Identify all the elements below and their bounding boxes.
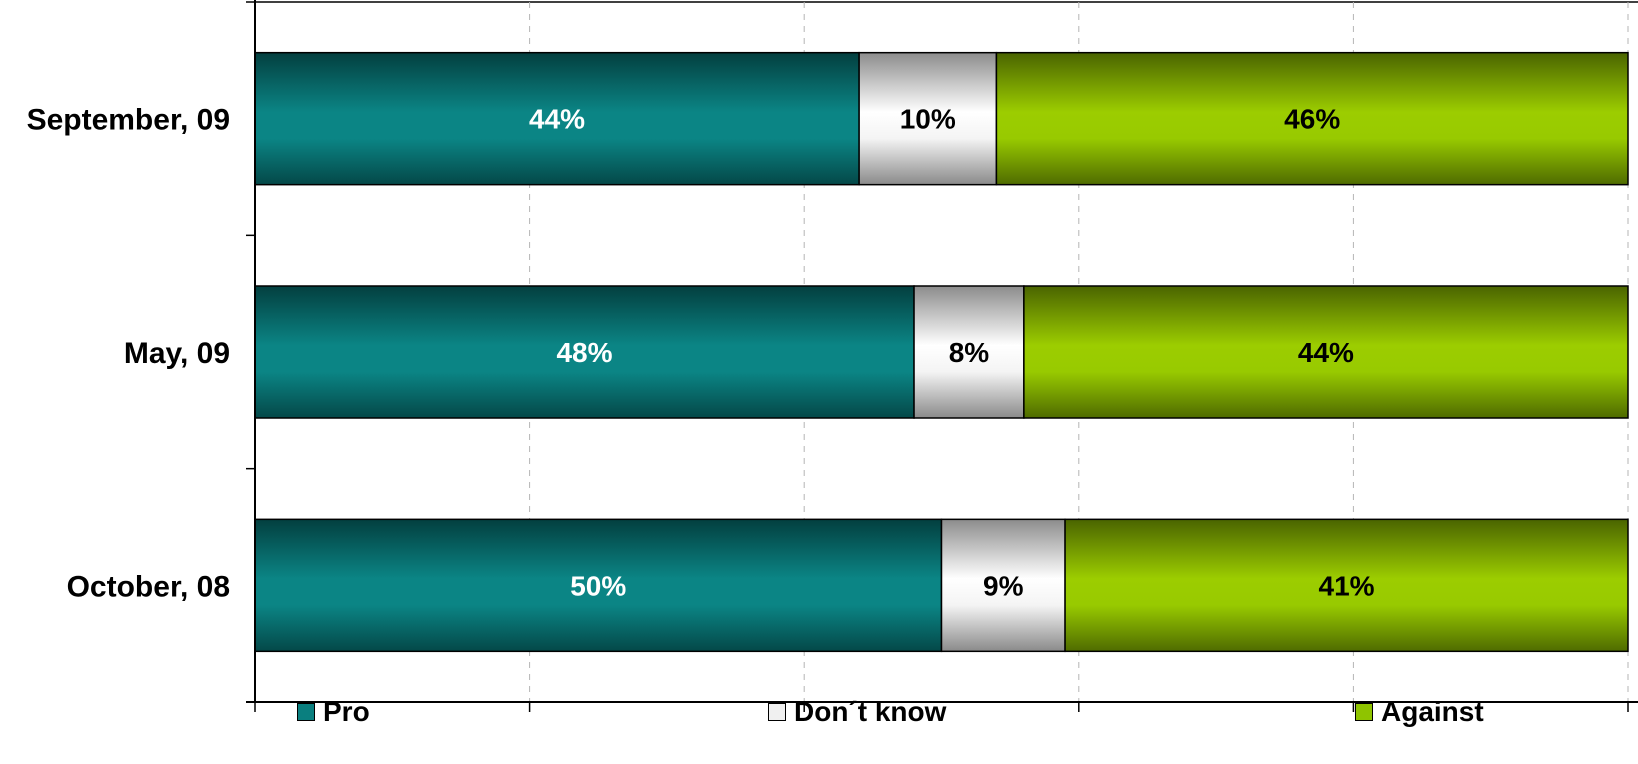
bar-against-may-09: [1023, 285, 1629, 419]
legend-item-dont-know: Don´t know: [768, 696, 946, 728]
data-label-against-september-09: 46%: [1284, 104, 1340, 135]
category-label-may-09: May, 09: [124, 337, 230, 370]
data-label-don-t-know-may-09: 8%: [949, 337, 990, 368]
category-label-october-08: October, 08: [67, 570, 230, 603]
bar-don-t-know-may-09: [913, 285, 1025, 419]
bar-pro-may-09: [254, 285, 915, 419]
axes: [246, 0, 1638, 703]
bars: 44% 10% 46% 48% 8% 44% 50% 9% 41%: [254, 51, 1629, 653]
bar-against-october-08: [1064, 518, 1629, 653]
data-label-don-t-know-september-09: 10%: [900, 104, 956, 135]
bar-pro-september-09: [254, 51, 860, 186]
legend-item-against: Against: [1355, 696, 1484, 728]
category-label-september-09: September, 09: [27, 104, 230, 137]
category-labels: September, 09 May, 09 October, 08: [27, 104, 230, 604]
data-label-against-may-09: 44%: [1298, 337, 1354, 368]
legend-swatch-pro: [297, 703, 315, 721]
data-label-pro-may-09: 48%: [556, 337, 612, 368]
legend-label-pro: Pro: [323, 696, 370, 727]
tick-marks: [246, 1, 1629, 712]
legend-label-against: Against: [1381, 696, 1484, 727]
legend-label-dont-know: Don´t know: [794, 696, 947, 727]
bar-pro-october-08: [254, 518, 943, 653]
legend-swatch-dont-know: [768, 703, 786, 721]
data-label-against-october-08: 41%: [1319, 570, 1375, 601]
data-label-pro-october-08: 50%: [570, 570, 626, 601]
bar-against-september-09: [995, 51, 1629, 186]
legend-swatch-against: [1355, 703, 1373, 721]
legend-item-pro: Pro: [297, 696, 370, 728]
data-label-don-t-know-october-08: 9%: [983, 570, 1024, 601]
data-label-pro-september-09: 44%: [529, 104, 585, 135]
bar-don-t-know-september-09: [858, 51, 998, 186]
